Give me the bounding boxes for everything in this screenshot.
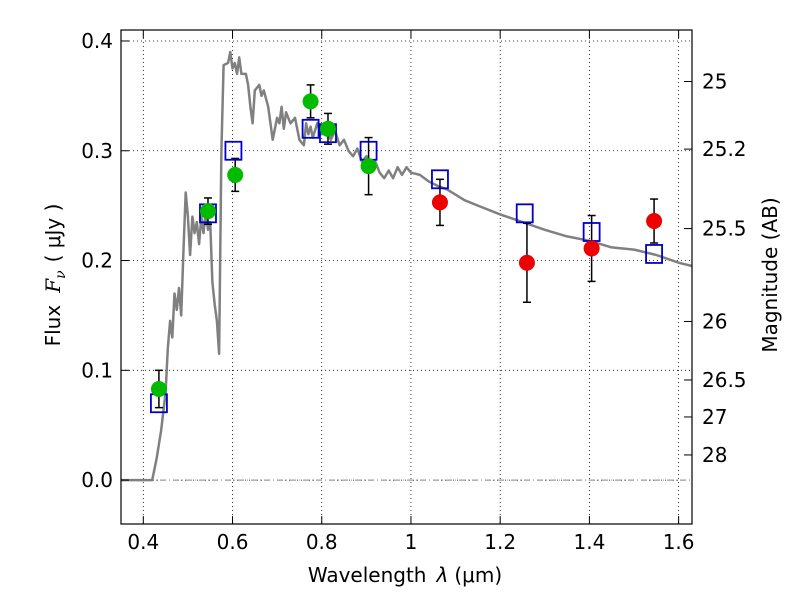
photometry-point	[302, 93, 319, 110]
model-photometry-square	[301, 118, 320, 139]
x-tick-label: 0.8	[306, 530, 338, 554]
y2-tick-label: 27	[702, 405, 727, 429]
x-axis-label-text: Wavelength	[308, 563, 427, 587]
y-tick-label: 0.1	[81, 358, 113, 382]
x-tick-label: 0.6	[217, 530, 249, 554]
y-axis-symbol: F	[41, 278, 65, 294]
observed-photometry-layer	[150, 93, 663, 397]
photometry-point	[646, 213, 663, 230]
photometry-point	[150, 380, 167, 397]
model-curve-layer	[121, 50, 693, 482]
y2-tick-label: 25.5	[702, 217, 747, 241]
y-tick-label: 0.0	[81, 468, 113, 492]
photometry-point	[518, 254, 535, 271]
y2-tick-label: 28	[702, 443, 727, 467]
photometry-point	[227, 166, 244, 183]
y-axis-label-text: Flux	[41, 305, 65, 347]
x-axis-label: Wavelength λ (μm)	[308, 563, 502, 587]
y-axis-unit: ( μJy )	[41, 204, 65, 263]
model-photometry-square	[515, 203, 534, 224]
y-axis-subscript: ν	[53, 270, 69, 279]
x-tick-label: 1.2	[484, 530, 516, 554]
y-tick-label: 0.2	[81, 249, 113, 273]
y-tick-label: 0.3	[81, 139, 113, 163]
x-axis-symbol: λ	[436, 563, 449, 587]
x-axis-unit: (μm)	[454, 563, 502, 587]
x-tick-label: 1.4	[573, 530, 605, 554]
y2-tick-label: 26.5	[702, 368, 747, 392]
model-photometry-square	[224, 140, 243, 161]
error-bar-layer	[154, 84, 659, 409]
y-axis-label: Flux Fν ( μJy )	[41, 204, 69, 347]
photometry-point	[360, 158, 377, 175]
model-photometry-square	[431, 169, 449, 190]
plot-frame	[120, 29, 693, 525]
photometry-point	[583, 240, 600, 257]
photometry-point	[319, 120, 336, 137]
model-sed-line	[121, 50, 693, 482]
x-tick-label: 1.6	[663, 530, 695, 554]
y2-tick-label: 25	[702, 69, 727, 93]
grid-layer	[121, 30, 692, 524]
y2-axis-label: Magnitude (AB)	[758, 197, 782, 352]
x-tick-label: 1	[405, 530, 418, 554]
model-photometry-layer	[150, 118, 663, 414]
y-tick-label: 0.4	[81, 29, 113, 53]
tick-layer: 0.4 0.6 0.8 1 1.2 1.4 1.6 0.0 0.1 0.2 0.3 0.4 25 25.2…	[81, 29, 746, 554]
x-tick-label: 0.4	[127, 530, 159, 554]
y2-tick-label: 26	[702, 309, 727, 333]
photometry-point	[431, 194, 448, 211]
y2-tick-label: 25.2	[702, 137, 747, 161]
model-photometry-square	[645, 244, 663, 264]
photometry-point	[199, 203, 216, 220]
